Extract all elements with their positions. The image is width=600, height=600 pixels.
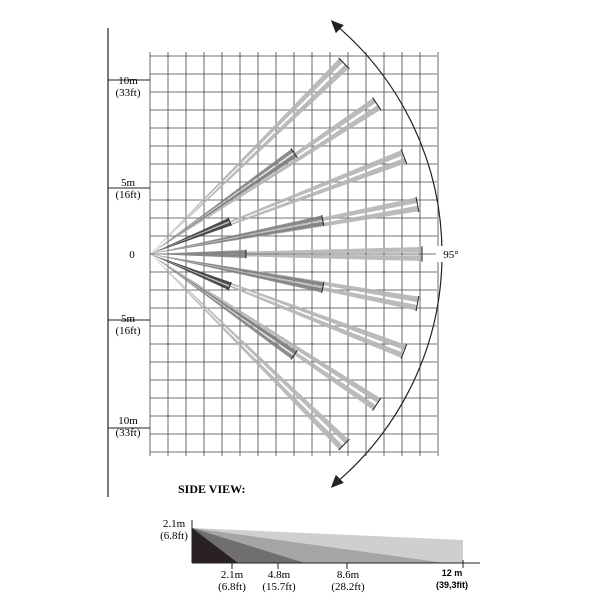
y-label-10m-bottom: 10m [118,415,138,427]
mid-beam [150,254,294,360]
long-beam [150,254,344,450]
detection-beams [150,57,423,451]
dist-15-7ft: (15.7ft) [262,581,296,593]
dist-39-3ft: (39,3fit) [436,580,468,590]
long-beam-end [415,295,420,312]
mid-beam-end [321,282,325,294]
arc-arrowhead-bottom [330,474,344,488]
dist-8-6m: 8.6m [337,569,360,581]
long-beam-end [338,438,350,451]
long-beam [150,254,381,403]
arc-arrowhead-top [330,20,344,34]
short-beam-end [227,217,232,227]
mid-beam [150,221,324,254]
y-ticks [108,79,150,429]
grid [149,52,439,456]
y-label-33ft-top: (33ft) [115,87,140,99]
long-beam [150,105,381,254]
long-beam-end [372,397,382,411]
dist-12m: 12 m [442,568,463,578]
short-beam [150,218,230,254]
short-beam [150,254,230,290]
mid-beam [150,254,246,258]
long-beam-end [415,196,420,213]
long-beam [150,58,344,255]
zone-near [192,528,238,563]
y-label-16ft-top: (16ft) [115,189,140,201]
angle-label: 95° [443,249,458,261]
dist-6-8ft: (6.8ft) [218,581,246,593]
dist-28-2ft: (28.2ft) [331,581,365,593]
long-beam-end [400,344,408,359]
y-label-16ft-bottom: (16ft) [115,325,140,337]
y-label-5m-top: 5m [121,177,136,189]
long-beam [150,149,404,254]
long-beam-end [372,97,382,111]
mid-beam [150,250,246,254]
side-view-title: SIDE VIEW: [178,482,245,496]
dist-2-1m: 2.1m [221,569,244,581]
dist-4-8m: 4.8m [268,569,291,581]
mid-beam [150,153,298,254]
y-label-zero: 0 [129,249,135,261]
short-beam [150,254,232,286]
y-label-5m-bottom: 5m [121,313,136,325]
long-beam [150,254,404,359]
mid-beam [150,254,324,287]
short-beam [150,222,232,254]
side-height-ft: (6.8ft) [160,530,188,542]
y-label-33ft-bottom: (33ft) [115,427,140,439]
long-beam-end [338,57,350,70]
long-beam-end [400,149,408,164]
mid-beam [150,148,294,254]
side-height-m: 2.1m [163,518,186,530]
side-view-zones [192,528,463,563]
long-beam [150,64,349,255]
mid-beam [150,215,323,254]
mid-beam-end [290,148,298,158]
y-label-10m-top: 10m [118,75,138,87]
mid-beam-end [290,350,298,360]
short-beam-end [227,281,232,291]
mid-beam [150,254,323,293]
mid-beam-end [321,214,325,226]
mid-beam [150,254,298,355]
long-beam [150,254,349,444]
